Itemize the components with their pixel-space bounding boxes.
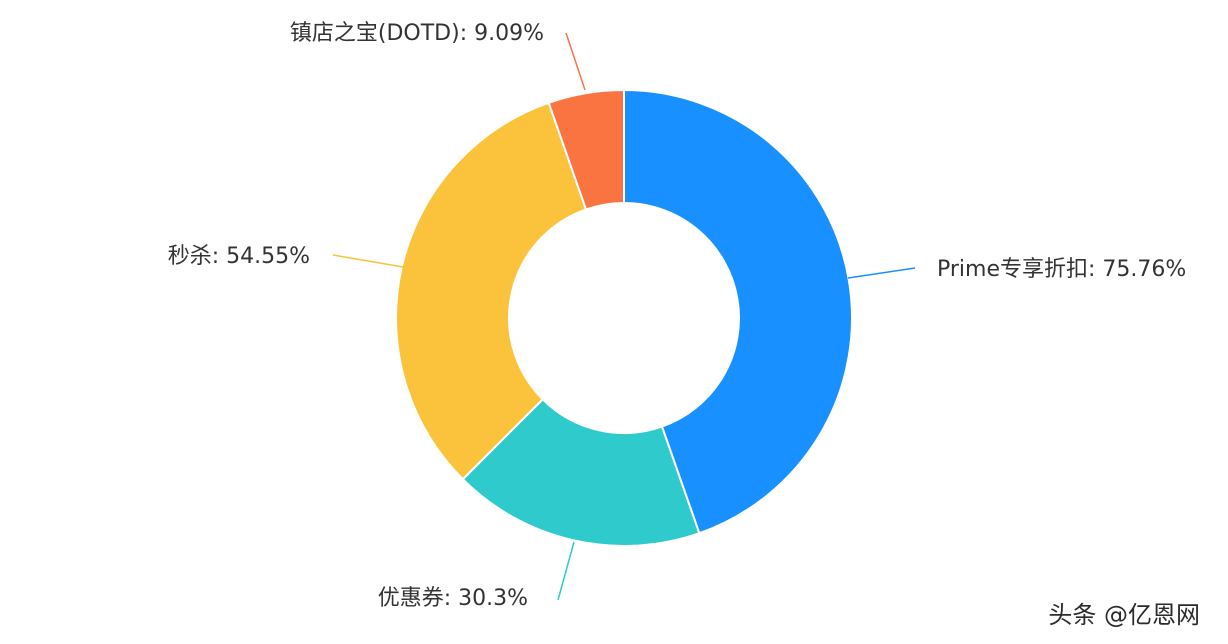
leader-line-1 — [557, 541, 575, 601]
donut-slice-2 — [395, 101, 588, 481]
slice-label-0: Prime专享折扣: 75.76% — [937, 257, 1186, 282]
leader-line-3 — [565, 32, 586, 91]
donut-slice-1 — [461, 397, 701, 547]
slice-label-2: 秒杀: 54.55% — [168, 244, 310, 269]
slice-label-3: 镇店之宝(DOTD): 9.09% — [290, 21, 544, 46]
slice-label-1: 优惠券: 30.3% — [378, 586, 528, 611]
donut-slice-3 — [547, 88, 625, 211]
watermark-text: 头条 @亿恩网 — [1048, 601, 1200, 629]
donut-slice-0 — [623, 88, 853, 535]
leader-line-0 — [847, 267, 916, 279]
leader-line-2 — [332, 254, 404, 268]
